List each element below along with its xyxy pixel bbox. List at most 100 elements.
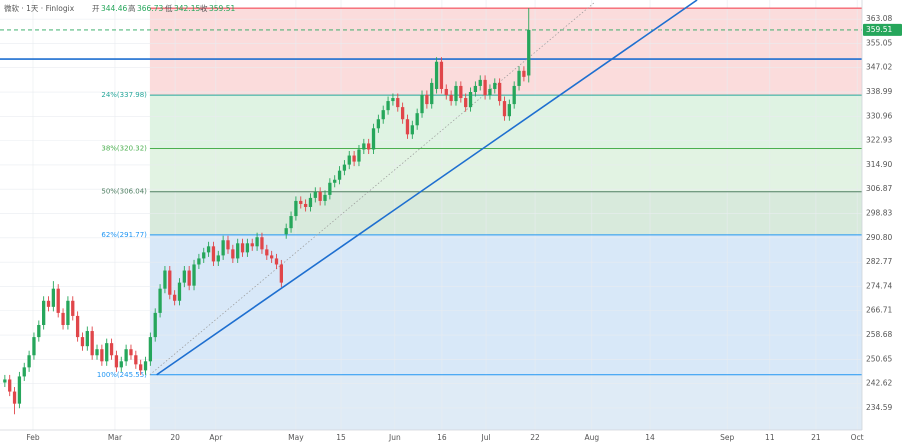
candle-body [119, 361, 123, 368]
candle-body [396, 98, 400, 108]
x-tick-label: 14 [645, 433, 655, 442]
candle-body [420, 95, 424, 114]
fib-zone [149, 148, 862, 192]
trend-line [156, 0, 698, 376]
candle-body [12, 391, 17, 404]
candle-body [454, 85, 458, 102]
y-tick-label: 347.02 [866, 63, 892, 72]
candle-body [400, 107, 405, 120]
x-tick-label: 20 [170, 433, 180, 442]
candle-body [405, 119, 410, 135]
candle-body [3, 379, 7, 383]
candle-body [75, 315, 80, 338]
candle-body [342, 164, 347, 171]
fib-zone [149, 234, 862, 375]
candle-body [376, 119, 381, 129]
candle-body [192, 264, 196, 286]
candle-body [148, 337, 153, 362]
y-tick-label: 338.99 [866, 87, 892, 96]
header: 微软 · 1天 · Finlogix 开 344.46 高 366.73 低 3… [4, 3, 235, 13]
candle-body [478, 79, 482, 86]
candle-body [211, 246, 216, 262]
x-tick-label: Sep [720, 433, 734, 442]
symbol: 微软 · 1天 · Finlogix [4, 3, 75, 13]
high-label: 高 [128, 3, 136, 13]
candle-body [109, 343, 114, 356]
candle-body [308, 197, 313, 207]
candle-body [236, 243, 240, 259]
fib-label: 24%(337.98) [101, 91, 147, 99]
candle-body [100, 349, 104, 362]
candle-body [497, 82, 502, 102]
fib-label: 62%(291.77) [101, 231, 147, 239]
candle-body [279, 264, 283, 283]
candle-body [153, 312, 157, 338]
candle-body [85, 331, 89, 347]
x-tick-label: Oct [851, 433, 864, 442]
y-tick-label: 234.59 [866, 403, 892, 412]
candle-body [269, 255, 274, 259]
candle-body [90, 331, 94, 356]
candle-body [80, 337, 85, 347]
y-tick-label: 258.68 [866, 330, 892, 339]
candle-body [124, 349, 128, 362]
candle-body [362, 143, 366, 150]
candle-body [391, 98, 395, 102]
candle-body [473, 85, 478, 92]
candle-body [95, 349, 99, 356]
candle-body [51, 288, 56, 307]
candle-body [289, 216, 293, 229]
x-tick-label: May [288, 433, 304, 442]
open-value: 344.46 [101, 4, 127, 13]
axis-background [862, 0, 903, 443]
candle-body [337, 170, 342, 180]
candle-body [502, 101, 507, 117]
candle-body [265, 249, 269, 256]
fib-label: 50%(306.04) [101, 188, 147, 196]
candle-body [439, 61, 444, 89]
candle-body [323, 194, 327, 201]
low-label: 低 [165, 3, 173, 13]
candle-body [318, 191, 322, 201]
candle-body [17, 376, 22, 404]
candle-body [449, 95, 453, 102]
candle-body [177, 282, 182, 301]
candle-body [231, 249, 235, 259]
x-tick-label: 11 [765, 433, 775, 442]
candle-body [507, 104, 511, 117]
candle-body [114, 355, 119, 368]
y-tick-label: 363.08 [866, 14, 892, 23]
candle-body [415, 113, 419, 126]
candle-body [226, 240, 230, 250]
candle-body [313, 191, 317, 198]
candle-body [444, 88, 448, 96]
candle-body [206, 246, 211, 253]
y-tick-label: 298.83 [866, 209, 892, 218]
candle-body [371, 128, 376, 150]
candle-body [221, 240, 225, 256]
candle-body [425, 95, 429, 105]
candle-body [260, 237, 264, 250]
candle-body [284, 228, 288, 235]
candle-body [240, 243, 245, 253]
candle-body [250, 243, 254, 247]
candle-body [8, 379, 12, 392]
candle-body [299, 200, 303, 204]
candle-body [488, 88, 492, 96]
candle-body [527, 29, 531, 76]
fib-label: 100%(245.55) [97, 371, 147, 379]
candle-body [522, 70, 526, 77]
candle-body [294, 200, 298, 217]
candle-body [459, 85, 463, 99]
candle-body [352, 155, 356, 162]
y-tick-label: 306.87 [866, 184, 892, 193]
candle-body [197, 258, 201, 265]
candle-body [134, 355, 138, 365]
y-tick-label: 266.71 [866, 306, 892, 315]
low-value: 342.15 [174, 4, 200, 13]
candle-body [357, 149, 361, 162]
candle-body [303, 203, 308, 207]
candle-body [42, 300, 46, 325]
x-tick-label: Jul [481, 433, 491, 442]
